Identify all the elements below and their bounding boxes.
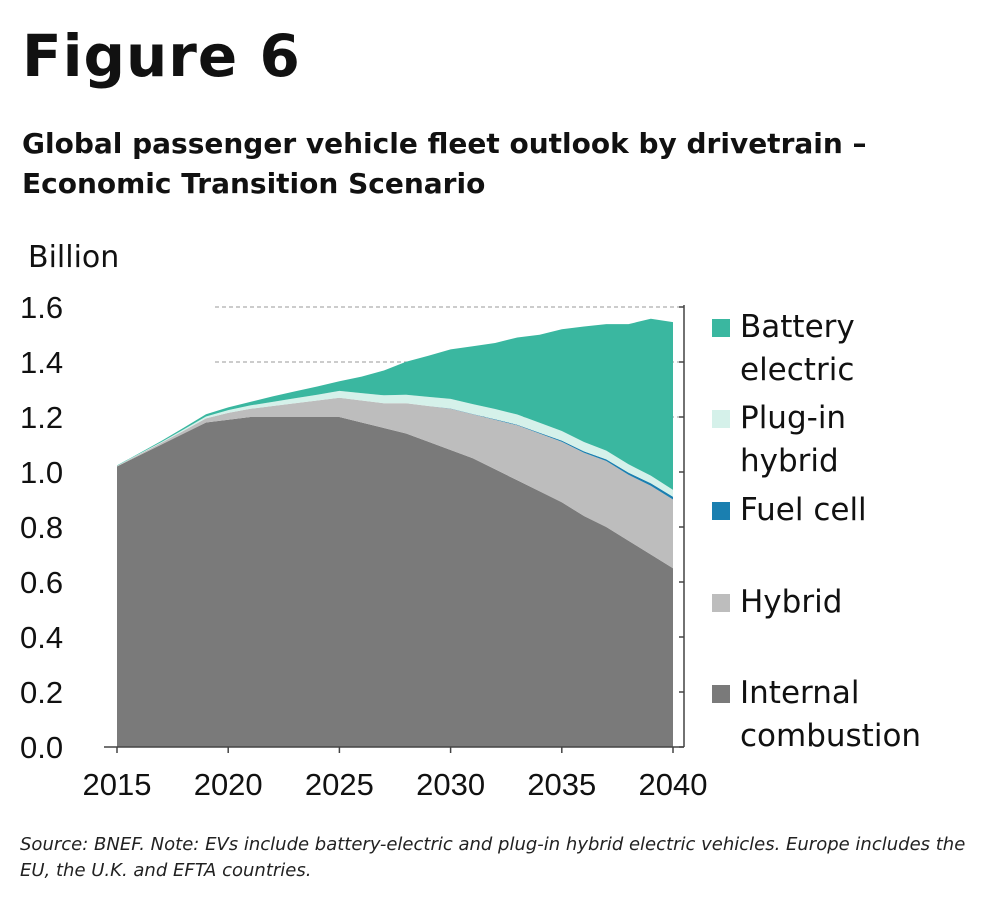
legend-swatch [712, 594, 730, 612]
y-tick-label: 0.4 [20, 620, 63, 655]
legend-label: Internal combustion [740, 675, 922, 754]
chart-axes [104, 305, 685, 748]
x-tick-label: 2015 [83, 767, 152, 802]
x-tick-label: 2035 [527, 767, 596, 802]
y-tick-label: 0.8 [20, 510, 63, 545]
y-tick-label: 0.2 [20, 675, 63, 710]
chart-title: Global passenger vehicle fleet outlook b… [22, 127, 867, 200]
y-tick-label: 1.6 [20, 290, 63, 325]
legend-swatch [712, 319, 730, 337]
legend-label: Plug-in hybrid [740, 400, 847, 479]
x-axis-ticks: 2015 2020 2025 2030 2035 2040 [83, 747, 708, 802]
legend-swatch [712, 410, 730, 428]
legend-swatch [712, 685, 730, 703]
y-unit-label: Billion [28, 240, 120, 275]
legend-swatch [712, 502, 730, 520]
y-tick-label: 0.6 [20, 565, 63, 600]
legend-label: Fuel cell [740, 492, 867, 528]
area-hybrid [117, 397, 673, 569]
x-tick-label: 2030 [416, 767, 485, 802]
area-internal-combustion [117, 417, 673, 747]
chart-areas [117, 318, 673, 747]
y-tick-label: 1.0 [20, 455, 63, 490]
y-tick-label: 1.2 [20, 400, 63, 435]
y-axis-ticks: 0.0 0.2 0.4 0.6 0.8 1.0 1.2 1.4 1.6 [20, 290, 684, 765]
area-battery-electric [117, 318, 673, 490]
y-tick-label: 0.0 [20, 730, 63, 765]
legend-label: Hybrid [740, 584, 843, 620]
source-note: Source: BNEF. Note: EVs include battery-… [20, 834, 966, 881]
figure-label: Figure 6 [22, 22, 301, 90]
x-tick-label: 2020 [194, 767, 263, 802]
x-tick-label: 2025 [305, 767, 374, 802]
x-tick-label: 2040 [639, 767, 708, 802]
legend-label: Battery electric [740, 309, 855, 388]
y-tick-label: 1.4 [20, 345, 63, 380]
